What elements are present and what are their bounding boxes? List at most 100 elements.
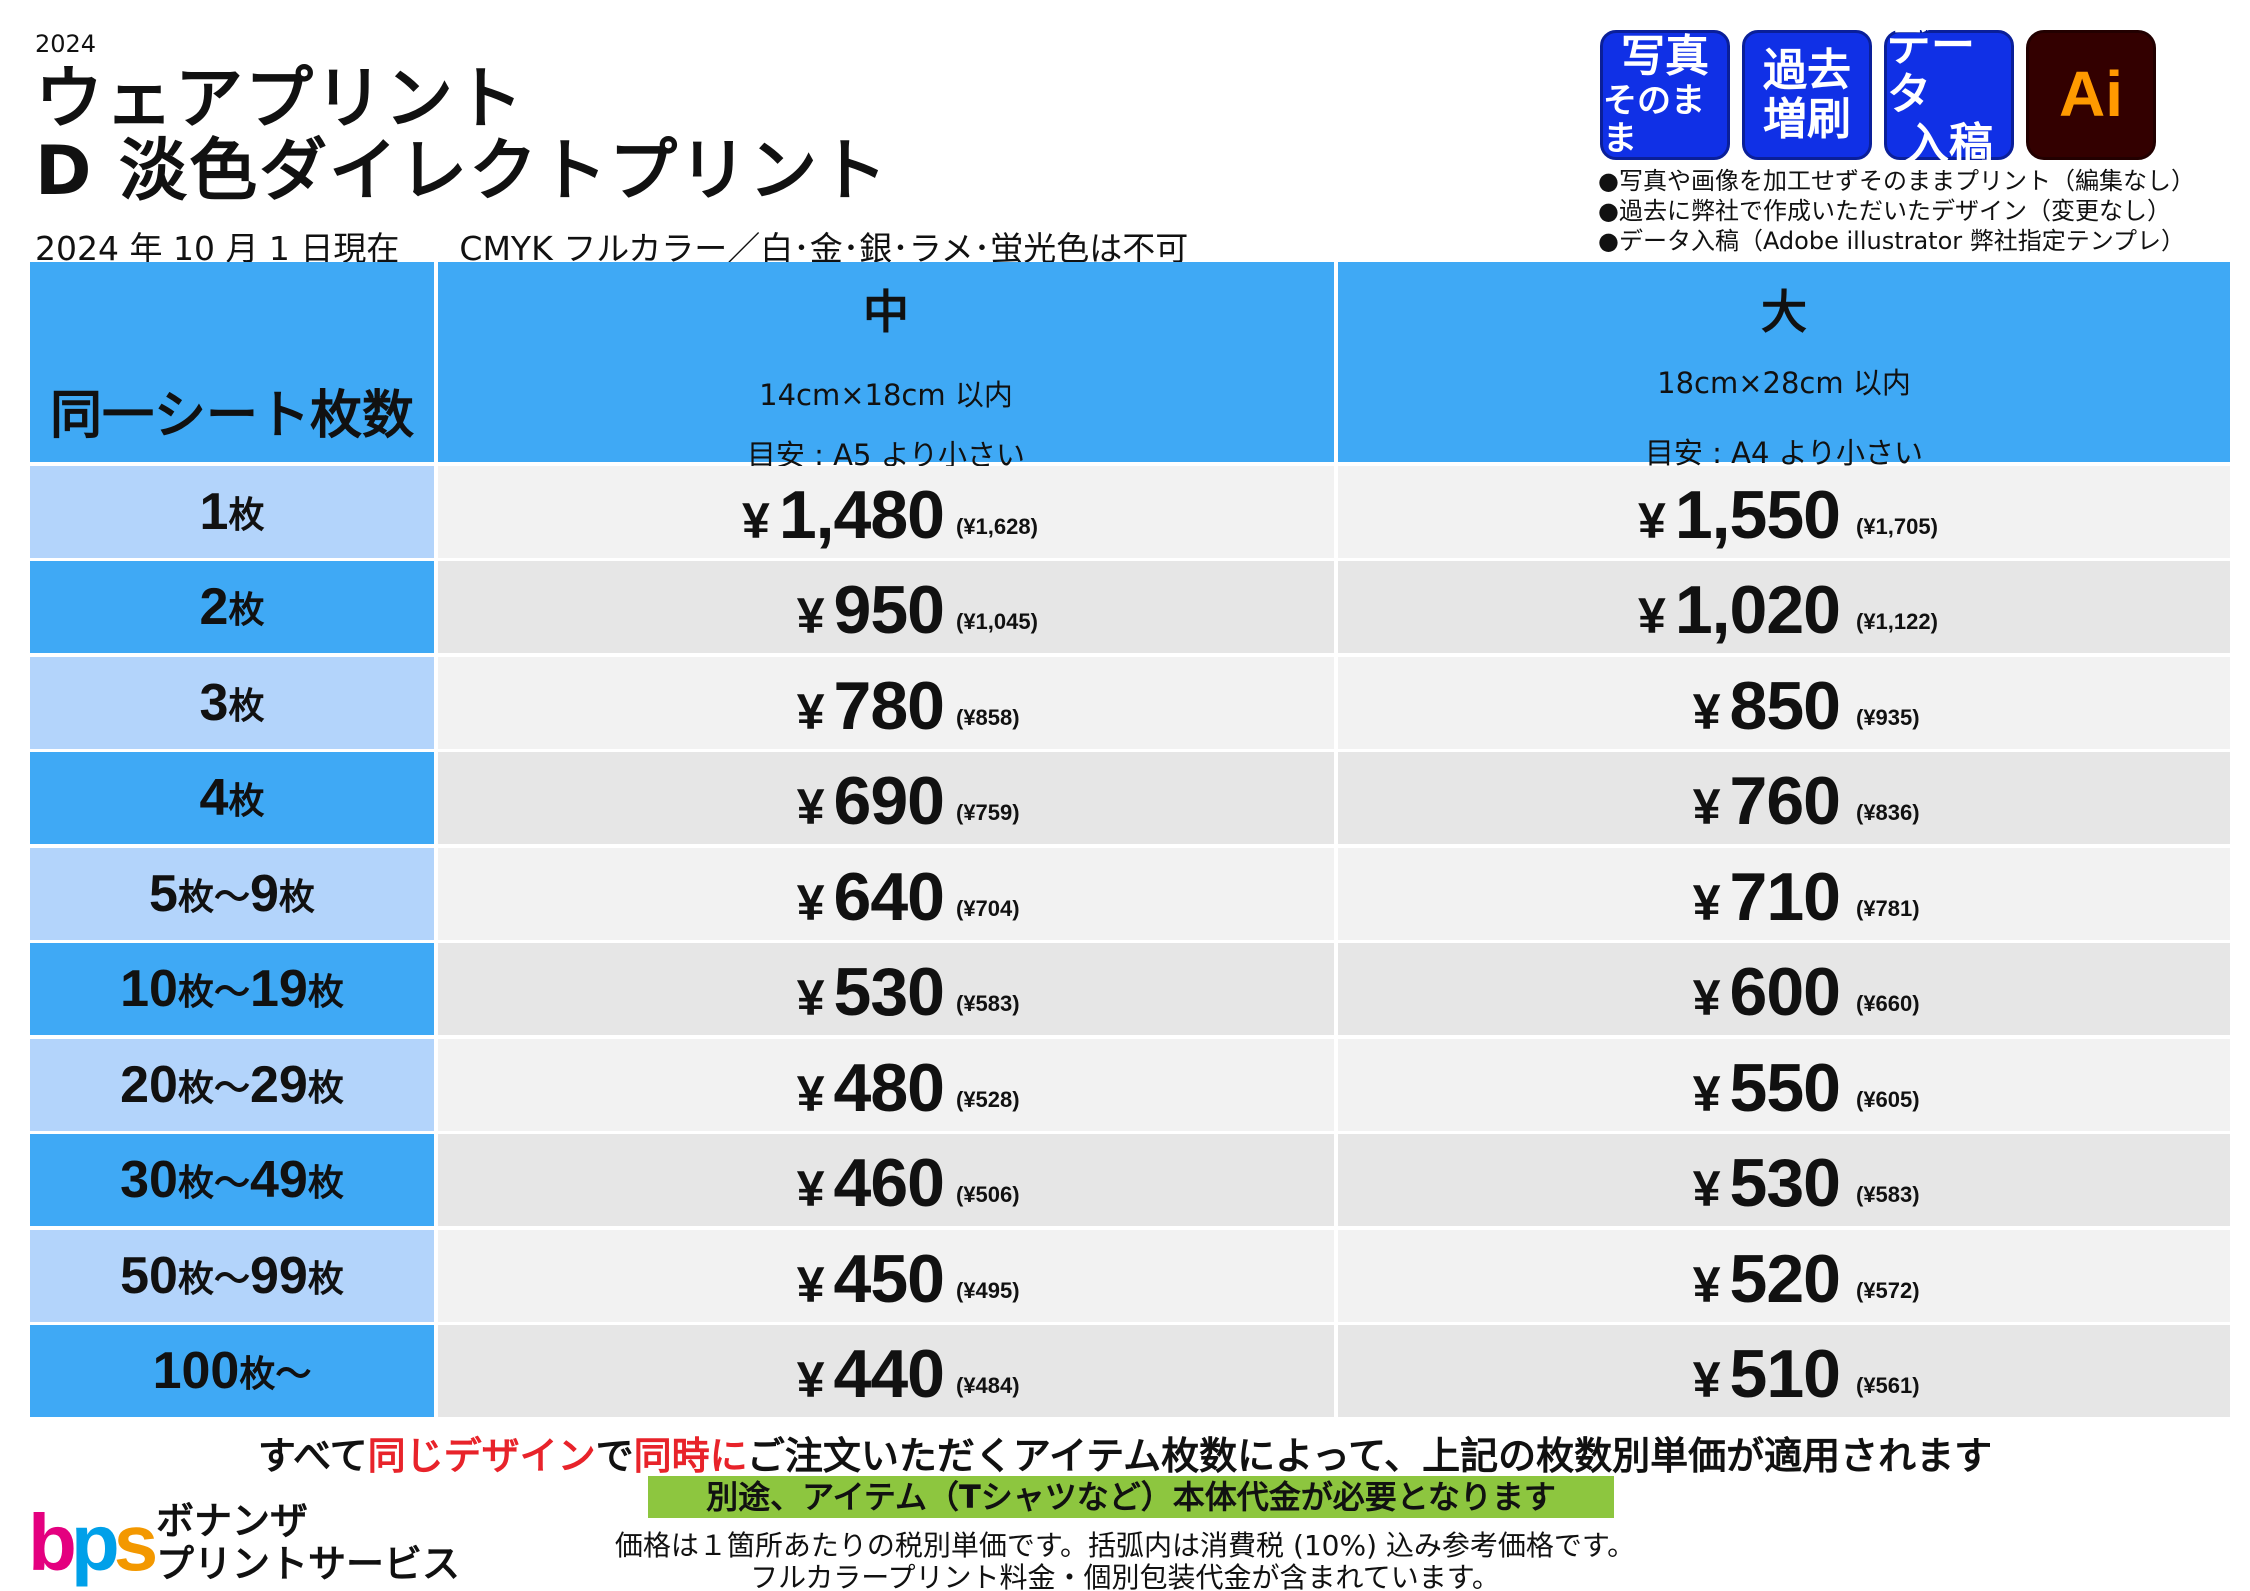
large-price-cell: ¥710 (¥781) (1338, 847, 2230, 940)
yen-sign: ¥ (1692, 683, 1721, 740)
qty-unit: 枚 (228, 494, 265, 536)
qty-unit: 枚 (307, 1163, 344, 1204)
qty-cell: 20 枚～ 29 枚 (30, 1038, 434, 1131)
large-tax-included-price: (¥660) (1856, 991, 1920, 1016)
company-logo: bps ボナンザ プリントサービス (28, 1498, 508, 1588)
qty-value: 30 (120, 1151, 178, 1209)
large-price: ¥850 (1692, 667, 1841, 745)
note-item: ●データ入稿（Adobe illustrator 弊社指定テンプレ） (1598, 227, 2186, 255)
range-tilde: ～ (213, 1258, 250, 1300)
qty-cell: 10 枚～ 19 枚 (30, 943, 434, 1035)
price-amount: 460 (833, 1145, 945, 1221)
large-tax-included-price: (¥583) (1856, 1182, 1920, 1207)
qty-value: 100 (152, 1342, 240, 1400)
large-tax-included-price: (¥1,705) (1856, 513, 1938, 539)
qty-unit: 枚 (239, 1354, 276, 1395)
large-price-cell: ¥600 (¥660) (1338, 943, 2230, 1035)
large-price-cell: ¥550 (¥605) (1338, 1038, 2230, 1131)
medium-price: ¥640 (797, 858, 945, 936)
price-amount: 640 (833, 858, 945, 935)
yen-sign: ¥ (796, 588, 825, 644)
large-tax-included-price: (¥1,122) (1856, 609, 1938, 634)
qty-value: 20 (120, 1055, 178, 1114)
yen-sign: ¥ (1692, 1256, 1721, 1313)
qty-unit: 枚 (307, 972, 344, 1013)
large-tax-included-price: (¥561) (1856, 1373, 1920, 1398)
range-tilde: ～ (213, 972, 250, 1013)
medium-price: ¥1,480 (742, 476, 945, 554)
medium-price-cell: ¥780 (¥858) (438, 656, 1334, 749)
medium-tax-included-price: (¥759) (956, 800, 1020, 825)
large-price-cell: ¥1,550 (¥1,705) (1338, 465, 2230, 558)
page-title: ウェアプリント (35, 60, 526, 139)
qty-unit: 枚 (177, 1067, 214, 1109)
size-guide: 目安 : A4 より小さい (1644, 436, 1924, 470)
date-and-color-note: 2024 年 10 月 1 日現在 CMYK フルカラー／白･金･銀･ラメ･蛍光色… (35, 222, 1188, 270)
large-tax-included-price: (¥935) (1856, 704, 1920, 730)
bps-logo-icon: bps (28, 1498, 158, 1587)
item-cost-note: 別途、アイテム（Tシャツなど）本体代金が必要となります (648, 1476, 1614, 1518)
note-item: ●過去に弊社で作成いただいたデザイン（変更なし） (1598, 197, 2171, 225)
medium-price-cell: ¥950 (¥1,045) (438, 561, 1334, 653)
large-price: ¥710 (1692, 858, 1841, 936)
price-amount: 550 (1729, 1049, 1841, 1126)
medium-tax-included-price: (¥484) (956, 1373, 1020, 1398)
yen-sign: ¥ (796, 1256, 825, 1313)
price-amount: 510 (1729, 1336, 1841, 1412)
qty-value: 1 (199, 482, 229, 541)
medium-price-cell: ¥1,480 (¥1,628) (438, 465, 1334, 558)
badge-line2: 増刷 (1763, 94, 1851, 145)
emphasis-text: 同じデザイン (367, 1434, 596, 1478)
size-name: 中 (863, 285, 909, 339)
medium-tax-included-price: (¥704) (956, 895, 1020, 921)
yen-sign: ¥ (1692, 970, 1721, 1026)
qty-value: 50 (120, 1246, 178, 1305)
price-amount: 480 (833, 1049, 945, 1126)
qty-unit: 枚 (278, 876, 315, 918)
company-name-line2: プリントサービス (156, 1542, 461, 1586)
qty-cell: 50 枚～ 99 枚 (30, 1229, 434, 1322)
color-restriction-note: CMYK フルカラー／白･金･銀･ラメ･蛍光色は不可 (459, 229, 1189, 268)
price-amount: 1,550 (1674, 476, 1841, 553)
qty-end-value: 29 (250, 1055, 308, 1114)
message-text: ご注文いただくアイテム枚数によって、上記の枚数別単価が適用されます (746, 1434, 1993, 1478)
yen-sign: ¥ (1692, 874, 1721, 931)
yen-sign: ¥ (1692, 1161, 1721, 1217)
large-tax-included-price: (¥605) (1856, 1086, 1920, 1112)
qty-end-value: 99 (250, 1246, 308, 1305)
large-price: ¥1,550 (1638, 476, 1841, 554)
range-tilde: ～ (213, 1163, 250, 1204)
medium-tax-included-price: (¥495) (956, 1277, 1020, 1303)
company-name-line1: ボナンザ (156, 1499, 309, 1543)
qty-column-header: 同一シート枚数 (30, 262, 434, 462)
yen-sign: ¥ (796, 970, 825, 1026)
included-fees-note: フルカラープリント料金・個別包装代金が含まれています。 (750, 1561, 1500, 1591)
qty-cell: 5 枚～ 9 枚 (30, 847, 434, 940)
medium-price-cell: ¥440 (¥484) (438, 1325, 1334, 1417)
qty-unit: 枚 (307, 1258, 344, 1300)
large-price: ¥530 (1692, 1144, 1841, 1222)
medium-price-cell: ¥640 (¥704) (438, 847, 1334, 940)
qty-end-value: 19 (250, 960, 308, 1018)
medium-price-cell: ¥530 (¥583) (438, 943, 1334, 1035)
range-tilde: ～ (213, 876, 250, 918)
qty-end-value: 49 (250, 1151, 308, 1209)
size-name: 大 (1761, 285, 1807, 339)
qty-end-value: 9 (250, 864, 279, 923)
qty-unit: 枚 (307, 1067, 344, 1109)
year-label: 2024 (35, 30, 97, 58)
medium-tax-included-price: (¥858) (956, 704, 1020, 730)
badge-line2: 入稿 (1905, 118, 1993, 170)
yen-sign: ¥ (796, 683, 825, 740)
illustrator-label: Ai (2059, 58, 2123, 131)
large-tax-included-price: (¥781) (1856, 895, 1920, 921)
large-price-cell: ¥530 (¥583) (1338, 1134, 2230, 1226)
medium-price: ¥690 (797, 762, 945, 840)
yen-sign: ¥ (1692, 779, 1721, 835)
pricing-rule-message: すべて同じデザインで同時にご注文いただくアイテム枚数によって、上記の枚数別単価が… (0, 1425, 2250, 1480)
note-item: ●写真や画像を加工せずそのままプリント（編集なし） (1598, 167, 2195, 195)
emphasis-text: 同時に (633, 1434, 747, 1478)
